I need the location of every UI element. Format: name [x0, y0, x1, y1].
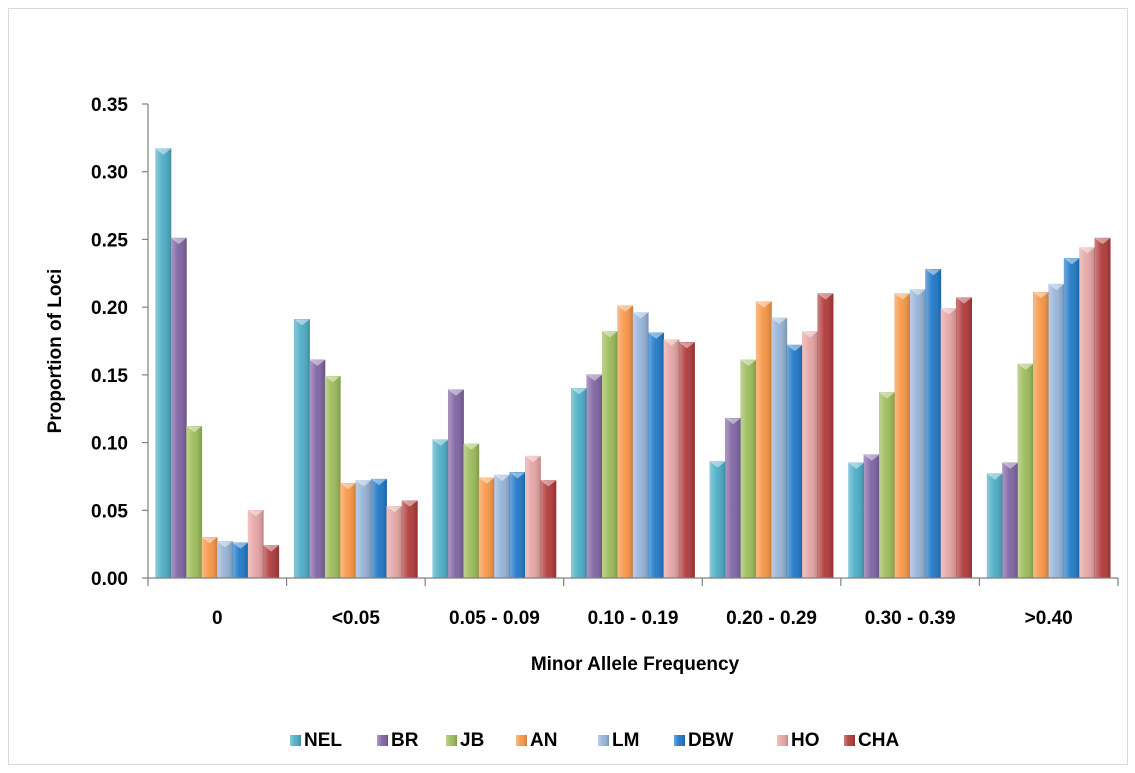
bar: [725, 417, 742, 579]
x-tick-label: 0.10 - 0.19: [588, 608, 679, 629]
legend-label: AN: [530, 730, 557, 751]
bar: [586, 374, 603, 579]
legend-item: NEL: [290, 730, 342, 751]
bar: [524, 455, 541, 579]
bar: [940, 308, 957, 579]
bar: [386, 505, 403, 579]
bar: [186, 426, 203, 579]
bar: [201, 537, 218, 579]
bar: [663, 339, 680, 579]
bar: [401, 500, 418, 579]
bar: [986, 473, 1003, 579]
legend-label: DBW: [688, 730, 733, 751]
x-tick-label: <0.05: [332, 608, 381, 629]
bar: [340, 482, 357, 579]
bar: [447, 389, 464, 579]
bar: [371, 478, 387, 579]
bar: [909, 289, 926, 579]
legend-item: JB: [446, 730, 484, 751]
bar: [1002, 462, 1019, 579]
bar: [1094, 237, 1111, 579]
legend-label: LM: [612, 730, 639, 751]
bar: [617, 305, 634, 579]
bar: [294, 319, 310, 579]
legend-item: CHA: [844, 730, 899, 751]
bar: [648, 332, 665, 579]
bar: [786, 344, 803, 579]
bar: [217, 541, 233, 579]
legend-item: LM: [598, 730, 639, 751]
bar: [463, 443, 480, 579]
bar: [678, 342, 695, 579]
bar: [170, 237, 187, 579]
bar: [894, 293, 911, 579]
bar: [925, 268, 942, 579]
bar: [232, 542, 249, 579]
x-tick-label: 0.20 - 0.29: [726, 608, 817, 629]
bar: [432, 439, 449, 579]
bar: [817, 293, 834, 579]
x-axis-title: Minor Allele Frequency: [531, 654, 740, 675]
x-tick-label: 0: [212, 608, 223, 629]
bar: [771, 317, 788, 579]
bar: [848, 462, 865, 579]
bar: [740, 359, 757, 579]
bar: [601, 331, 618, 579]
legend: NEL BR JB AN LM DBW HO CHA: [290, 730, 899, 751]
bar: [494, 474, 511, 579]
legend-label: NEL: [304, 730, 342, 751]
bar: [863, 454, 880, 579]
y-tick-label: 0.05: [91, 501, 128, 522]
bar: [155, 148, 172, 579]
bar: [632, 312, 649, 579]
bar: [1063, 258, 1080, 579]
bar: [309, 359, 326, 579]
x-axis-ticks: 0 <0.05 0.05 - 0.09 0.10 - 0.19 0.20 - 0.29 0…: [147, 578, 1119, 629]
bar: [263, 545, 280, 579]
bars-layer: [155, 148, 1111, 579]
legend-label: CHA: [858, 730, 899, 751]
legend-label: BR: [391, 730, 419, 751]
legend-item: HO: [777, 730, 820, 751]
y-tick-label: 0.15: [91, 366, 128, 387]
bar: [1017, 363, 1034, 579]
bar: [247, 510, 264, 579]
legend-label: JB: [460, 730, 484, 751]
chart-frame: [8, 8, 1128, 765]
bar: [478, 477, 495, 579]
bar: [755, 301, 772, 579]
bar: [956, 297, 972, 579]
y-tick-label: 0.35: [91, 95, 128, 116]
legend-item: BR: [377, 730, 419, 751]
bar: [1079, 247, 1096, 579]
legend-item: AN: [516, 730, 557, 751]
y-axis-title: Proportion of Loci: [45, 269, 66, 434]
bar: [1048, 283, 1065, 579]
bar: [802, 331, 819, 579]
bar: [324, 375, 341, 579]
x-tick-label: 0.05 - 0.09: [449, 608, 540, 629]
y-tick-label: 0.10: [91, 434, 128, 455]
x-tick-label: 0.30 - 0.39: [865, 608, 956, 629]
y-tick-label: 0.00: [91, 569, 128, 590]
x-tick-label: >0.40: [1025, 608, 1073, 629]
bar: [709, 461, 726, 579]
bar: [571, 388, 588, 579]
y-tick-label: 0.25: [91, 230, 128, 251]
y-tick-label: 0.30: [91, 163, 128, 184]
y-axis-ticks: 0.00 0.05 0.10 0.15 0.20 0.25 0.30 0.35: [91, 95, 148, 590]
y-tick-label: 0.20: [91, 298, 128, 319]
bar: [355, 480, 372, 579]
legend-item: DBW: [674, 730, 733, 751]
legend-label: HO: [791, 730, 820, 751]
bar: [540, 480, 557, 579]
bar: [1033, 291, 1049, 579]
bar: [509, 472, 526, 579]
bar: [879, 392, 895, 579]
